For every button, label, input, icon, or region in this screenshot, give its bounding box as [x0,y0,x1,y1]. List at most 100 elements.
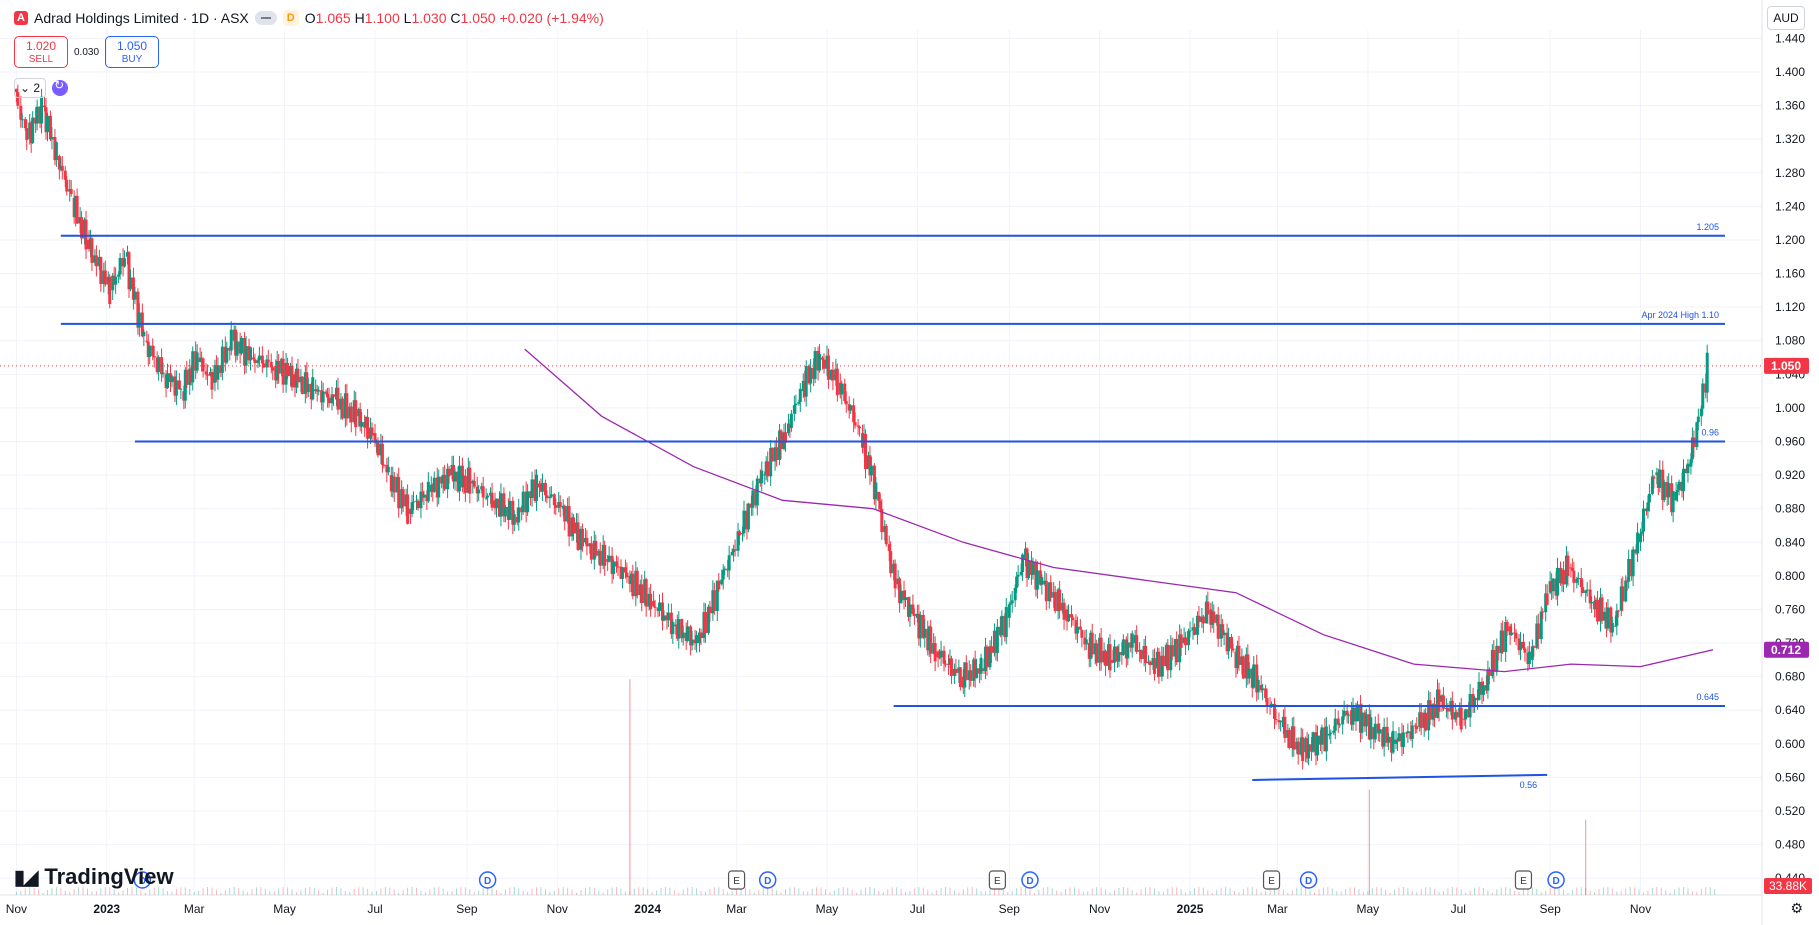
candle-body [447,468,451,477]
candle-body [954,668,958,673]
volume-bar [1309,890,1311,895]
candle-body [1536,623,1540,640]
sell-button[interactable]: 1.020 SELL [14,36,68,68]
volume-bar [1185,892,1187,895]
candle-body [1701,383,1705,409]
volume-bar [175,888,177,895]
volume-bar [211,887,213,895]
volume-bar [1038,889,1040,895]
volume-bar [1611,888,1613,895]
volume-bar [300,890,302,895]
candle-body [603,544,607,566]
volume-bar [993,887,995,895]
candle-body [1230,637,1234,649]
volume-bar [869,887,871,895]
volume-bar [1118,887,1120,895]
price-tick-label: 0.520 [1775,804,1805,818]
volume-bar [322,892,324,895]
volume-bar [42,892,44,895]
volume-bar [291,889,293,895]
candle-body [1406,731,1410,734]
candle-body [1004,607,1008,638]
candle-body [502,493,506,517]
candle-body [746,503,750,530]
volume-bar [562,887,564,895]
candle-body [432,477,436,492]
candle-body [1301,737,1305,762]
volume-bar [513,887,515,895]
volume-bar [1131,890,1133,895]
volume-bar [607,889,609,895]
candle-body [874,482,878,500]
candle-body [1652,476,1656,479]
candle-body [204,371,208,375]
candle-body [373,433,377,443]
candle-body [1551,578,1555,592]
volume-bar [1073,887,1075,895]
candle-body [751,490,755,508]
candle-body [858,426,862,429]
event-marker-label: D [1552,876,1559,887]
volume-bar [51,887,53,895]
candle-body [65,179,69,192]
candle-body [1187,630,1191,646]
volume-bar [135,887,137,895]
candle-body [1324,726,1328,752]
candle-body [266,359,270,362]
volume-bar [1011,890,1013,895]
candle-body [1364,714,1368,727]
candle-body [936,651,940,658]
candle-body [733,549,737,551]
volume-bar [247,892,249,895]
candle-body [844,401,848,405]
candle-body [63,170,67,180]
volume-bar [1545,890,1547,895]
volume-bar [189,888,191,895]
candle-body [123,258,127,267]
volume-bar [1113,890,1115,895]
candle-body [108,276,112,305]
symbol-title[interactable]: Adrad Holdings Limited · 1D · ASX [34,10,249,26]
time-tick-label: May [273,902,296,916]
volume-bar [820,887,822,895]
candle-body [572,517,576,534]
candle-body [849,405,853,411]
volume-bar [647,889,649,895]
candle-body [779,430,783,450]
volume-bar [749,889,751,895]
candle-body [1247,668,1251,679]
candle-body [1415,726,1419,730]
refresh-icon[interactable] [52,78,69,96]
candle-body [576,522,580,550]
candle-body [918,614,922,639]
candle-body [166,373,170,389]
volume-bar [184,887,186,895]
volume-bar [1145,887,1147,895]
candle-body [1169,645,1173,671]
candle-body [662,615,666,621]
volume-bar [411,887,413,895]
candle-body [969,670,973,681]
delayed-data-badge[interactable]: D [282,10,299,26]
time-tick-label: Mar [184,902,205,916]
volume-bar [380,888,382,895]
candle-body [392,476,396,493]
indicators-collapse-button[interactable]: ⌄ 2 [14,78,47,98]
candle-body [508,500,512,520]
candle-body [1545,593,1549,605]
volume-bar [624,891,626,895]
candle-body [345,393,349,419]
settings-icon[interactable]: ⚙ [1790,900,1803,916]
volume-bar [905,891,907,895]
candle-body [183,369,187,401]
candle-body [1084,639,1088,645]
candle-body [477,489,481,494]
tradingview-logo[interactable]: ▮◢ TradingView [14,864,174,889]
buy-button[interactable]: 1.050 BUY [105,36,160,68]
currency-selector[interactable]: AUD [1767,6,1805,30]
market-status-icon[interactable] [254,11,277,25]
candle-body [658,602,662,611]
volume-bar [1687,888,1689,895]
candle-body [794,403,798,406]
